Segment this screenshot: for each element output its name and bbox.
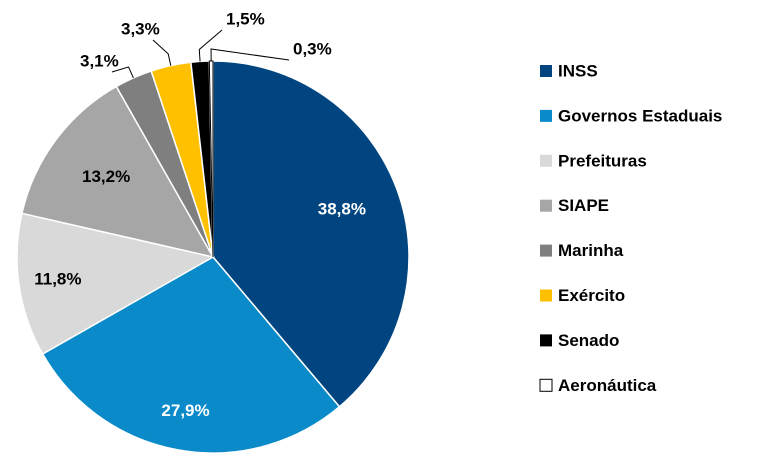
pie-slice <box>16 212 216 355</box>
legend-label: SIAPE <box>558 196 609 215</box>
data-label: 11,8% <box>34 269 81 288</box>
data-label: 3,3% <box>121 19 160 38</box>
leader-line <box>111 66 134 79</box>
legend-swatch <box>539 378 553 392</box>
leader-line <box>210 48 290 62</box>
pie-slice <box>41 256 341 453</box>
legend-swatch <box>540 334 552 347</box>
data-label: 27,9% <box>161 401 209 420</box>
legend-swatch <box>540 244 552 257</box>
leader-line <box>152 39 172 66</box>
legend-swatch <box>540 154 552 167</box>
data-label: 13,2% <box>82 167 130 186</box>
legend-label: Marinha <box>558 241 624 260</box>
data-label: 3,1% <box>80 51 119 70</box>
legend-label: Prefeituras <box>558 151 647 170</box>
legend-label: Senado <box>558 331 619 350</box>
data-label: 0,3% <box>293 39 332 58</box>
legend-swatch <box>540 109 552 122</box>
data-label: 1,5% <box>226 9 265 28</box>
pie-slice <box>212 60 410 408</box>
pie-slice <box>21 85 215 259</box>
legend-swatch <box>540 289 552 302</box>
legend-label: Governos Estaduais <box>558 106 722 125</box>
data-label: 38,8% <box>318 199 366 218</box>
legend-label: Exército <box>558 286 625 305</box>
legend-swatch <box>540 199 552 212</box>
leader-line <box>198 29 223 62</box>
pie-slice <box>208 60 214 258</box>
legend-swatch <box>540 65 552 77</box>
legend-label: INSS <box>558 61 598 80</box>
legend-label: Aeronáutica <box>558 376 657 395</box>
